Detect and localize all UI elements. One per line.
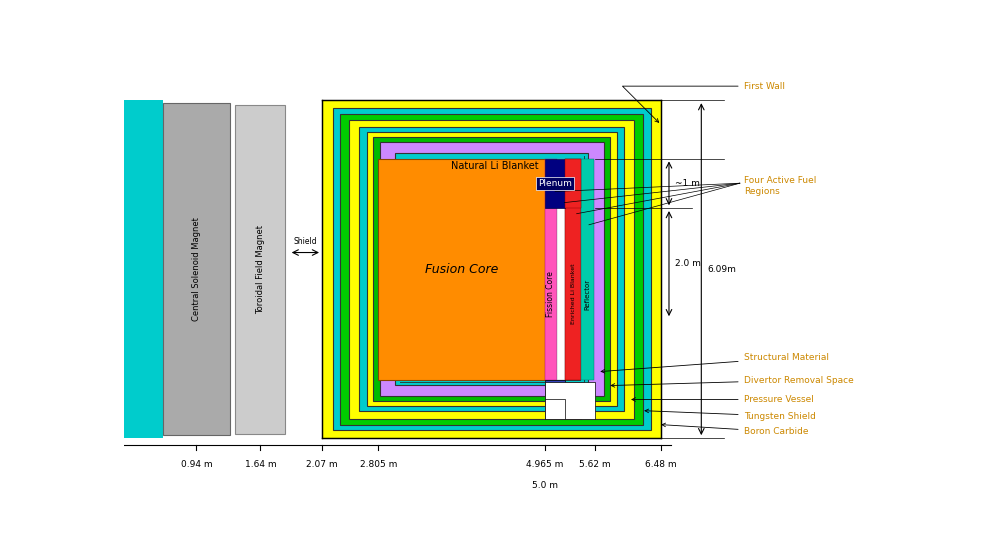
Bar bbox=[565, 158, 581, 208]
Text: First Wall: First Wall bbox=[623, 82, 784, 123]
Bar bbox=[341, 114, 642, 425]
Bar bbox=[379, 142, 604, 397]
Bar bbox=[378, 158, 545, 380]
Bar bbox=[545, 382, 595, 418]
Text: 2.805 m: 2.805 m bbox=[359, 460, 397, 469]
Bar bbox=[545, 399, 565, 418]
Bar bbox=[124, 100, 163, 438]
Text: Enriched Li Blanket: Enriched Li Blanket bbox=[571, 264, 576, 324]
Bar bbox=[399, 156, 584, 382]
Bar bbox=[322, 100, 661, 438]
Text: 2.0 m: 2.0 m bbox=[675, 259, 701, 268]
Text: Fission Core: Fission Core bbox=[546, 271, 555, 317]
Text: Natural Li Blanket: Natural Li Blanket bbox=[452, 161, 539, 171]
Text: Tungsten Shield: Tungsten Shield bbox=[645, 409, 815, 421]
Text: 6.48 m: 6.48 m bbox=[645, 460, 677, 469]
Bar bbox=[366, 133, 617, 406]
Text: 6.09m: 6.09m bbox=[707, 265, 737, 273]
Text: Toroidal Field Magnet: Toroidal Field Magnet bbox=[256, 225, 265, 313]
Bar bbox=[333, 108, 650, 430]
Text: 5.62 m: 5.62 m bbox=[579, 460, 611, 469]
Bar bbox=[403, 158, 581, 380]
Bar bbox=[395, 153, 588, 385]
Text: 2.07 m: 2.07 m bbox=[306, 460, 338, 469]
Text: Boron Carbide: Boron Carbide bbox=[662, 423, 808, 436]
Text: 4.965 m: 4.965 m bbox=[526, 460, 563, 469]
Text: Plenum: Plenum bbox=[538, 179, 572, 188]
Text: 1.64 m: 1.64 m bbox=[244, 460, 276, 469]
Text: Four Active Fuel
Regions: Four Active Fuel Regions bbox=[744, 176, 816, 196]
Bar bbox=[545, 380, 565, 399]
Text: Reflector: Reflector bbox=[584, 278, 590, 310]
Bar bbox=[358, 127, 625, 411]
Text: ~1 m: ~1 m bbox=[675, 179, 700, 188]
Bar bbox=[399, 156, 584, 382]
Bar bbox=[581, 158, 594, 380]
Bar bbox=[545, 158, 565, 208]
Text: 0.94 m: 0.94 m bbox=[181, 460, 213, 469]
Bar bbox=[163, 103, 229, 435]
Text: Central Solenoid Magnet: Central Solenoid Magnet bbox=[192, 217, 201, 321]
Bar bbox=[565, 158, 581, 380]
Text: 5.0 m: 5.0 m bbox=[531, 481, 558, 490]
Bar bbox=[545, 399, 581, 418]
Text: Shield: Shield bbox=[294, 237, 317, 246]
Bar bbox=[235, 104, 285, 434]
Bar bbox=[557, 158, 565, 380]
Bar bbox=[349, 120, 635, 418]
Bar bbox=[372, 137, 611, 401]
Text: Divertor Removal Space: Divertor Removal Space bbox=[611, 376, 853, 387]
Bar bbox=[545, 158, 557, 380]
Text: Fusion Core: Fusion Core bbox=[425, 263, 498, 276]
Text: Structural Material: Structural Material bbox=[601, 353, 828, 373]
Text: Pressure Vessel: Pressure Vessel bbox=[632, 395, 813, 404]
